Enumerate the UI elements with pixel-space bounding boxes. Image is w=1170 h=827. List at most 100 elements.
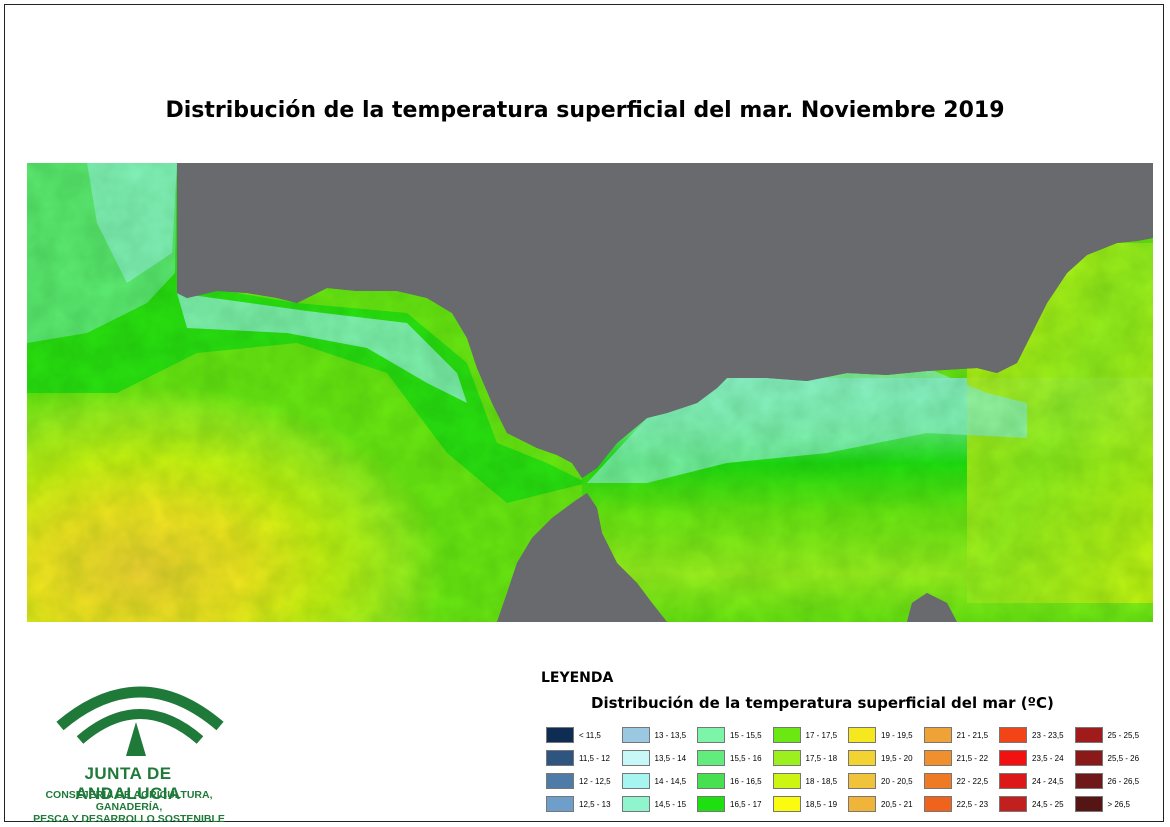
legend-swatch (697, 796, 725, 812)
legend-label: 15 - 15,5 (730, 730, 762, 740)
legend-swatch (546, 750, 574, 766)
legend-item: 25,5 - 26 (1074, 749, 1140, 767)
logo-arc-inner (76, 709, 204, 744)
legend-label: 25,5 - 26 (1107, 753, 1140, 763)
legend-item: 24,5 - 25 (999, 795, 1064, 813)
legend-label: 19 - 19,5 (881, 730, 913, 740)
africa-land-overlay (497, 493, 667, 622)
legend-label: 15,5 - 16 (730, 753, 762, 763)
legend-item: 18,5 - 19 (772, 795, 838, 813)
legend-item: 17,5 - 18 (772, 749, 838, 767)
legend-item: 21,5 - 22 (923, 749, 989, 767)
junta-andalucia-logo (56, 686, 224, 756)
logo-name: JUNTA DE ANDALUCIA (75, 764, 181, 803)
legend-label: 13 - 13,5 (654, 730, 687, 740)
legend-item: 19 - 19,5 (848, 726, 913, 744)
map-title: Distribución de la temperatura superfici… (165, 98, 1005, 123)
legend-swatch (546, 773, 574, 789)
legend-label: 20,5 - 21 (881, 799, 913, 809)
legend-label: 22 - 22,5 (956, 776, 989, 786)
legend-item: 17 - 17,5 (772, 726, 838, 744)
legend-swatch (923, 773, 952, 789)
legend-swatch (999, 727, 1027, 743)
legend-grid: < 11,5 11,5 - 12 12 - 12,5 12,5 - 13 13 - 13… (546, 726, 1146, 820)
sea-temperature-map (27, 163, 1153, 622)
legend-item: 20,5 - 21 (848, 795, 913, 813)
legend-item: 16 - 16,5 (697, 772, 762, 790)
legend-swatch (697, 773, 725, 789)
legend-swatch (923, 750, 952, 766)
legend-label: 22,5 - 23 (956, 799, 989, 809)
map-frame (4, 4, 1164, 822)
legend-item: 21 - 21,5 (923, 726, 989, 744)
legend-swatch (697, 727, 725, 743)
legend-swatch (546, 796, 574, 812)
legend-label: 25 - 25,5 (1107, 730, 1140, 740)
legend-label: 21 - 21,5 (956, 730, 989, 740)
legend-item: 12 - 12,5 (546, 772, 611, 790)
legend-swatch (697, 750, 725, 766)
iberia-land-overlay (177, 163, 1153, 478)
legend-swatch (1074, 727, 1103, 743)
legend-label: 16 - 16,5 (730, 776, 762, 786)
legend-swatch (848, 750, 876, 766)
legend-label: 11,5 - 12 (579, 753, 610, 763)
legend-swatch (848, 773, 876, 789)
legend-swatch (999, 750, 1027, 766)
legend-item: 22,5 - 23 (923, 795, 989, 813)
legend-item: 18 - 18,5 (772, 772, 838, 790)
legend-label: 21,5 - 22 (956, 753, 989, 763)
legend-swatch (1074, 750, 1103, 766)
legend-label: 16,5 - 17 (730, 799, 762, 809)
legend-item: 12,5 - 13 (546, 795, 611, 813)
legend-label: 18 - 18,5 (805, 776, 838, 786)
legend-label: 18,5 - 19 (805, 799, 838, 809)
legend-item: 13,5 - 14 (621, 749, 686, 767)
legend-label: 19,5 - 20 (881, 753, 913, 763)
legend-item: 23 - 23,5 (999, 726, 1064, 744)
legend-swatch (999, 773, 1027, 789)
legend-label: 20 - 20,5 (881, 776, 913, 786)
legend-swatch (772, 727, 801, 743)
legend-swatch (621, 727, 650, 743)
legend-label: 14 - 14,5 (654, 776, 687, 786)
logo-department-line1: CONSEJERÍA DE AGRICULTURA, GANADERÍA, (45, 789, 213, 813)
north-africa-land-east-overlay (907, 593, 957, 622)
legend-item: 11,5 - 12 (546, 749, 610, 767)
legend-item: 16,5 - 17 (697, 795, 762, 813)
legend-item: 14,5 - 15 (621, 795, 687, 813)
legend-label: 17,5 - 18 (805, 753, 838, 763)
legend-heading: LEYENDA (541, 670, 614, 686)
legend-item: 15,5 - 16 (697, 749, 762, 767)
legend-swatch (621, 750, 650, 766)
logo-arc-outer (56, 686, 224, 731)
legend-swatch (772, 773, 801, 789)
logo-department-line2: PESCA Y DESARROLLO SOSTENIBLE (33, 813, 225, 825)
legend-label: 23 - 23,5 (1032, 730, 1064, 740)
legend-item: 15 - 15,5 (697, 726, 762, 744)
legend-item: 25 - 25,5 (1074, 726, 1140, 744)
legend-item: 20 - 20,5 (848, 772, 913, 790)
legend-label: 23,5 - 24 (1032, 753, 1064, 763)
legend-swatch (772, 750, 801, 766)
legend-label: 26 - 26,5 (1107, 776, 1140, 786)
legend-swatch (772, 796, 801, 812)
legend-item: 14 - 14,5 (621, 772, 687, 790)
legend-swatch (923, 796, 952, 812)
legend-swatch (1074, 773, 1103, 789)
legend-item: 13 - 13,5 (621, 726, 687, 744)
legend-item: > 26,5 (1074, 795, 1130, 813)
legend-swatch (1074, 796, 1103, 812)
legend-label: < 11,5 (579, 730, 601, 740)
legend-label: 12 - 12,5 (579, 776, 611, 786)
legend-label: 17 - 17,5 (805, 730, 838, 740)
legend-label: 14,5 - 15 (654, 799, 687, 809)
legend-item: 22 - 22,5 (923, 772, 989, 790)
legend-swatch (621, 796, 650, 812)
legend-label: 12,5 - 13 (579, 799, 611, 809)
legend-item: 19,5 - 20 (848, 749, 913, 767)
legend-swatch (848, 727, 876, 743)
legend-swatch (621, 773, 650, 789)
legend-swatch (999, 796, 1027, 812)
legend-item: < 11,5 (546, 726, 601, 744)
